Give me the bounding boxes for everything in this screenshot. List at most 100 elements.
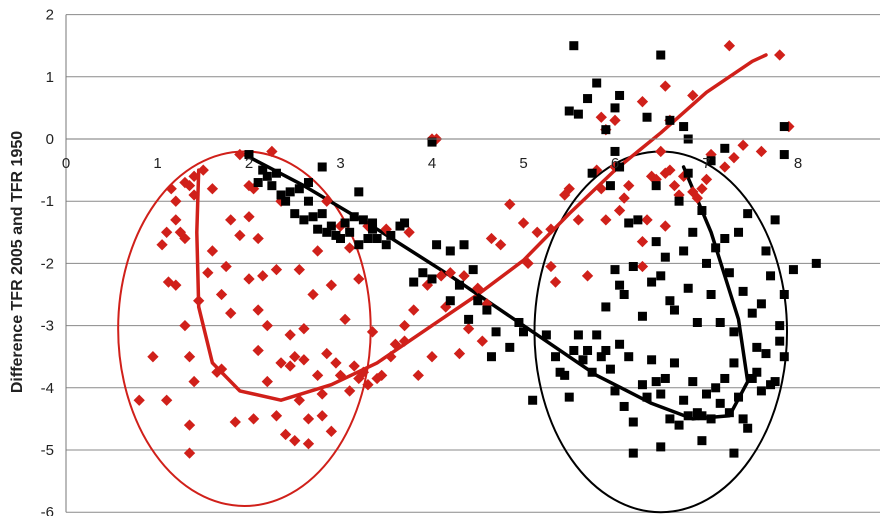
data-point-square <box>752 367 762 377</box>
data-point-square <box>679 122 689 132</box>
data-point-square <box>642 112 652 122</box>
data-point-square <box>697 436 707 446</box>
data-point-square <box>486 352 496 362</box>
data-point-square <box>651 237 661 247</box>
data-point-diamond <box>385 351 397 363</box>
data-point-square <box>354 240 364 250</box>
data-point-square <box>583 345 593 355</box>
data-point-diamond <box>403 226 415 238</box>
data-point-diamond <box>609 114 621 126</box>
data-point-square <box>674 196 684 206</box>
data-point-square <box>368 218 378 228</box>
data-point-square <box>285 187 295 197</box>
data-point-diamond <box>266 145 278 158</box>
data-point-square <box>743 423 753 433</box>
data-point-diamond <box>343 385 356 397</box>
data-point-square <box>656 442 666 452</box>
data-point-diamond <box>165 183 177 195</box>
y-tick-label: 2 <box>46 7 54 24</box>
data-point-square <box>706 414 716 424</box>
data-point-diamond <box>545 260 557 273</box>
data-point-square <box>779 150 789 160</box>
data-point-diamond <box>700 173 713 186</box>
data-point-diamond <box>362 379 374 391</box>
data-point-square <box>290 209 300 219</box>
data-point-diamond <box>193 295 205 307</box>
data-point-square <box>724 408 734 418</box>
data-point-square <box>647 277 657 287</box>
data-point-diamond <box>737 139 749 151</box>
data-point-diamond <box>252 344 264 357</box>
data-point-diamond <box>376 369 388 382</box>
data-point-square <box>427 137 437 147</box>
y-tick-label: -2 <box>41 255 54 272</box>
data-point-square <box>734 227 744 237</box>
data-point-diamond <box>545 223 557 235</box>
data-point-diamond <box>343 242 356 254</box>
data-point-square <box>743 209 753 219</box>
trend-line <box>242 152 750 421</box>
data-point-diamond <box>188 375 200 388</box>
data-point-square <box>615 162 625 172</box>
data-point-diamond <box>325 279 338 291</box>
data-point-square <box>610 265 620 275</box>
data-point-square <box>619 290 629 299</box>
data-point-square <box>779 352 789 362</box>
data-point-square <box>592 78 602 88</box>
data-point-square <box>711 243 721 253</box>
data-point-diamond <box>348 360 360 372</box>
data-point-square <box>756 386 766 396</box>
data-point-diamond <box>257 270 269 282</box>
data-point-diamond <box>215 288 228 301</box>
data-point-square <box>605 364 615 374</box>
data-point-square <box>642 392 652 402</box>
data-point-diamond <box>311 245 324 257</box>
data-point-square <box>811 258 821 268</box>
data-point-square <box>688 227 698 237</box>
data-point-square <box>624 352 634 362</box>
data-point-diamond <box>504 198 516 210</box>
data-point-diamond <box>293 263 305 276</box>
data-point-square <box>706 156 716 166</box>
data-point-diamond <box>357 366 370 378</box>
data-point-square <box>573 330 583 340</box>
data-point-square <box>637 380 647 390</box>
data-point-diamond <box>623 179 635 192</box>
data-point-diamond <box>600 214 612 226</box>
data-point-diamond <box>261 375 273 388</box>
data-point-square <box>454 280 464 290</box>
data-point-diamond <box>668 179 681 192</box>
data-point-square <box>605 181 615 191</box>
data-point-square <box>734 392 744 402</box>
data-points <box>133 40 821 459</box>
data-point-diamond <box>572 214 585 226</box>
data-point-square <box>583 94 593 104</box>
data-point-square <box>427 274 437 284</box>
data-point-diamond <box>202 267 214 279</box>
data-point-square <box>473 296 483 306</box>
data-point-diamond <box>595 111 607 123</box>
data-point-diamond <box>179 232 191 245</box>
data-point-square <box>615 280 625 290</box>
y-tick-label: -3 <box>41 318 54 335</box>
data-point-diamond <box>316 410 328 422</box>
x-tick-label: 2 <box>245 155 253 172</box>
data-point-square <box>331 230 341 240</box>
data-point-square <box>679 246 689 256</box>
data-point-square <box>308 212 318 222</box>
data-point-diamond <box>234 148 246 161</box>
data-point-square <box>706 290 716 299</box>
data-point-diamond <box>183 419 196 431</box>
data-point-diamond <box>398 319 411 332</box>
data-point-diamond <box>179 319 191 332</box>
data-point-square <box>601 345 611 355</box>
y-tick-label: 0 <box>46 131 54 148</box>
data-point-square <box>491 327 501 337</box>
data-point-square <box>683 283 693 293</box>
data-point-diamond <box>133 394 145 406</box>
data-point-square <box>322 227 332 237</box>
data-point-square <box>738 414 748 424</box>
data-point-square <box>340 218 350 228</box>
data-point-square <box>514 317 524 327</box>
data-point-square <box>482 305 492 315</box>
